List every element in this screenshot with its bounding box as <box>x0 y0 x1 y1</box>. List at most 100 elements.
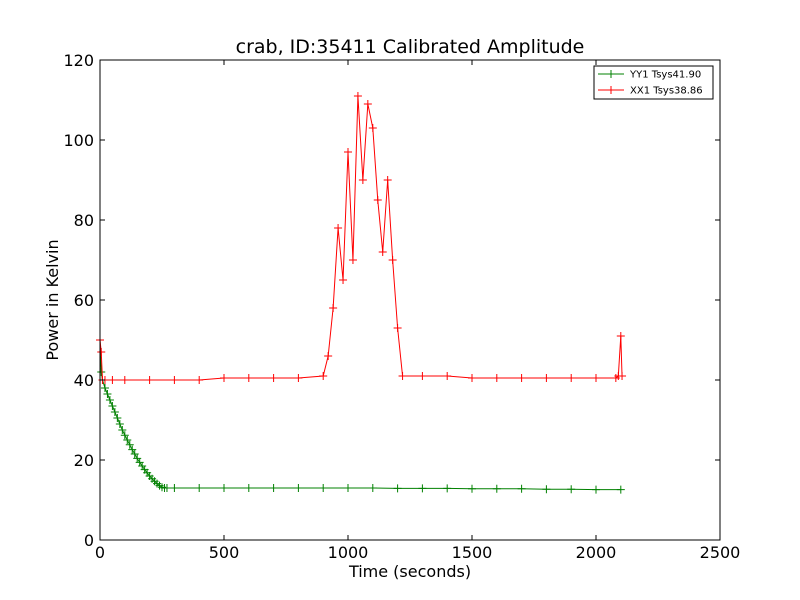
series-yy1 <box>96 336 625 494</box>
data-point-yy1 <box>125 440 134 449</box>
data-point-yy1 <box>128 445 137 454</box>
data-point-xx1 <box>618 372 627 380</box>
data-point-xx1 <box>393 324 402 332</box>
legend-marker-xx1 <box>607 86 615 94</box>
data-point-yy1 <box>393 484 402 493</box>
data-point-yy1 <box>97 368 106 376</box>
legend-label-yy1: YY1 Tsys41.90 <box>629 70 701 81</box>
legend-label-xx1: XX1 Tsys38.86 <box>630 86 703 97</box>
data-point-xx1 <box>383 176 392 184</box>
data-point-xx1 <box>363 100 372 108</box>
x-tick-label: 2000 <box>576 543 617 562</box>
data-point-xx1 <box>443 372 452 380</box>
data-point-xx1 <box>334 224 343 232</box>
legend: YY1 Tsys41.90 XX1 Tsys38.86 <box>593 65 714 100</box>
data-point-xx1 <box>517 374 526 382</box>
y-tick-label: 60 <box>74 291 94 310</box>
data-point-xx1 <box>398 372 407 380</box>
x-tick-label: 1000 <box>328 543 369 562</box>
y-tick-label: 20 <box>74 451 94 470</box>
data-point-xx1 <box>373 196 382 204</box>
data-point-yy1 <box>113 414 122 422</box>
x-tick-label: 1500 <box>452 543 493 562</box>
data-point-yy1 <box>492 484 501 493</box>
series-line-xx1 <box>99 95 623 381</box>
data-point-xx1 <box>378 248 387 256</box>
data-point-xx1 <box>468 374 476 382</box>
data-point-yy1 <box>220 484 228 492</box>
data-point-xx1 <box>195 376 204 384</box>
data-point-xx1 <box>145 376 154 384</box>
series-xx1 <box>96 92 627 384</box>
chart-title: crab, ID:35411 Calibrated Amplitude <box>236 36 585 58</box>
data-point-xx1 <box>418 372 427 380</box>
x-axis-title: Time (seconds) <box>348 562 471 581</box>
data-point-yy1 <box>100 384 109 392</box>
x-tick-label: 2500 <box>700 543 741 562</box>
y-axis-title: Power in Kelvin <box>43 239 62 360</box>
data-point-xx1 <box>170 376 179 384</box>
data-point-yy1 <box>418 484 427 493</box>
data-point-yy1 <box>567 485 576 494</box>
data-point-xx1 <box>244 374 253 382</box>
data-point-xx1 <box>344 148 352 156</box>
data-point-xx1 <box>329 304 338 312</box>
data-point-xx1 <box>616 332 625 340</box>
data-point-xx1 <box>220 374 228 382</box>
data-point-xx1 <box>324 352 333 360</box>
data-point-yy1 <box>115 420 124 428</box>
y-tick-label: 80 <box>74 211 94 230</box>
data-point-yy1 <box>319 484 328 492</box>
data-point-xx1 <box>368 124 377 132</box>
data-point-xx1 <box>108 376 117 384</box>
data-point-xx1 <box>592 374 600 382</box>
data-point-yy1 <box>269 484 278 492</box>
data-point-yy1 <box>103 390 112 398</box>
y-tick-label: 0 <box>84 531 94 550</box>
data-point-yy1 <box>468 484 476 493</box>
data-point-yy1 <box>170 484 179 492</box>
data-point-xx1 <box>269 374 278 382</box>
y-tick-label: 40 <box>74 371 94 390</box>
data-point-yy1 <box>616 485 625 494</box>
data-point-yy1 <box>123 436 132 444</box>
x-tick-label: 500 <box>209 543 240 562</box>
ticks-layer: 0 500 1000 1500 2000 2500 0 20 40 60 80 100 120 <box>63 51 740 562</box>
data-point-yy1 <box>542 485 551 494</box>
plot-frame <box>99 59 721 541</box>
data-point-yy1 <box>244 484 253 492</box>
data-point-xx1 <box>97 348 106 356</box>
data-point-xx1 <box>567 374 576 382</box>
data-point-xx1 <box>348 256 357 264</box>
data-point-xx1 <box>339 276 348 284</box>
data-point-yy1 <box>443 484 452 493</box>
y-tick-label: 100 <box>63 131 94 150</box>
legend-marker-yy1 <box>607 70 615 78</box>
data-point-yy1 <box>344 484 352 492</box>
data-point-xx1 <box>353 92 362 100</box>
x-tick-label: 0 <box>95 543 105 562</box>
data-point-xx1 <box>294 374 303 382</box>
data-point-yy1 <box>592 485 600 494</box>
data-point-xx1 <box>388 256 397 264</box>
data-point-yy1 <box>294 484 303 492</box>
data-point-xx1 <box>120 376 129 384</box>
data-point-yy1 <box>517 484 526 493</box>
data-point-yy1 <box>368 484 377 492</box>
data-point-yy1 <box>120 431 129 440</box>
data-point-yy1 <box>108 402 117 410</box>
legend-box <box>593 65 714 100</box>
data-point-yy1 <box>130 450 139 458</box>
data-point-yy1 <box>162 484 171 492</box>
data-point-yy1 <box>105 396 114 404</box>
data-point-yy1 <box>195 484 204 492</box>
data-point-xx1 <box>542 374 551 382</box>
data-point-yy1 <box>110 408 119 416</box>
series-layer <box>96 92 627 494</box>
data-point-xx1 <box>319 372 328 380</box>
data-point-xx1 <box>492 374 501 382</box>
y-tick-label: 120 <box>63 51 94 70</box>
data-point-xx1 <box>358 176 367 184</box>
data-point-yy1 <box>118 426 127 434</box>
